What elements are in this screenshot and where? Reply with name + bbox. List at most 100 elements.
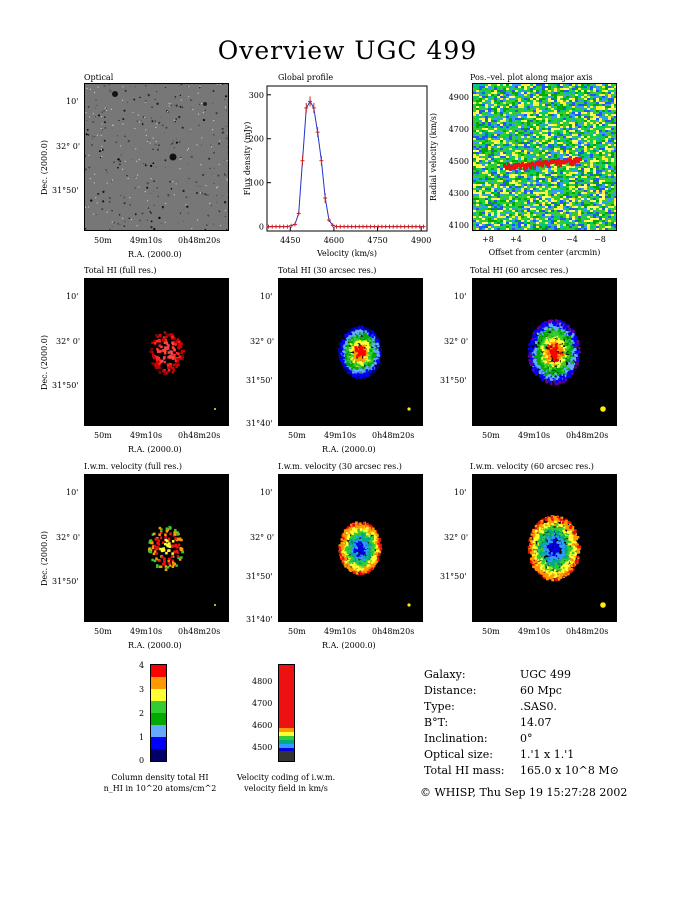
pv-pixel [530,204,533,206]
pv-pixel [551,104,554,106]
pv-pixel [593,196,596,198]
pv-pixel [584,146,587,148]
pv-pixel [593,138,596,140]
pv-pixel [503,118,506,120]
star [175,118,178,121]
pv-pixel [575,134,578,136]
pv-pixel [515,222,518,224]
pv-pixel [557,86,560,88]
pv-pixel [497,86,500,88]
star [97,86,99,88]
pv-x-tick-label: +4 [510,235,522,244]
pv-pixel [515,224,518,226]
pv-pixel [575,188,578,190]
pv-pixel [557,164,560,166]
pv-pixel [584,176,587,178]
pv-pixel [473,98,476,100]
emission-pixel [363,348,367,352]
star [215,187,218,189]
pv-pixel [554,216,557,218]
star [149,192,152,194]
pv-pixel [542,88,545,90]
pv-pixel [530,122,533,124]
emission-pixel [166,333,170,337]
pv-pixel [506,104,509,106]
star [115,141,118,144]
pv-pixel [542,124,545,126]
pv-pixel [479,224,482,226]
pv-pixel [611,156,614,158]
pv-pixel [575,222,578,224]
pv-pixel [476,128,479,130]
pv-pixel [599,168,602,170]
star [148,165,150,166]
star [199,85,201,87]
pv-pixel [593,86,596,88]
pv-pixel [521,112,524,114]
pv-pixel [551,122,554,124]
pv-pixel [614,162,616,164]
pv-pixel [602,210,605,212]
pv-pixel [587,128,590,130]
star [150,212,152,214]
pv-pixel [590,152,593,154]
emission-pixel [364,329,367,333]
pv-pixel [491,126,494,128]
pv-pixel [569,140,572,142]
pv-pixel [554,152,557,154]
pv-pixel [584,126,587,128]
pv-pixel [473,158,476,160]
pv-pixel [593,114,596,116]
pv-pixel [506,120,509,122]
pv-pixel [500,150,503,152]
pv-pixel [524,114,527,116]
star [120,195,122,197]
pv-pixel [473,222,476,224]
pv-pixel [488,202,491,204]
pv-pixel [488,156,491,158]
pv-pixel [548,120,551,122]
pv-pixel [554,198,557,200]
pv-pixel [473,194,476,196]
pv-pixel [560,136,563,138]
pv-pixel [503,168,506,170]
pv-pixel [611,204,614,206]
pv-pixel [575,106,578,108]
pv-pixel [521,92,524,94]
star [200,186,201,187]
pv-pixel [548,212,551,214]
pv-pixel [602,184,605,186]
star [199,103,201,105]
pv-pixel [614,194,616,196]
pv-pixel [599,200,602,202]
pv-pixel [482,190,485,192]
pv-pixel [524,120,527,122]
pv-pixel [521,226,524,228]
pv-pixel [506,204,509,206]
pv-pixel [479,130,482,132]
star [206,224,208,226]
pv-pixel [533,98,536,100]
pv-pixel [605,174,608,176]
pv-pixel [605,212,608,214]
pv-pixel [605,92,608,94]
pv-pixel [479,128,482,130]
pv-pixel [581,84,584,86]
pv-pixel [533,118,536,120]
star [226,84,228,86]
pv-pixel [536,120,539,122]
pv-pixel [545,144,548,146]
star [201,102,203,105]
pv-pixel [494,210,497,212]
pv-pixel [551,222,554,224]
pv-pixel [584,140,587,142]
pv-pixel [584,104,587,106]
emission-pixel [174,357,177,361]
pv-pixel [551,188,554,190]
pv-pixel [539,208,542,210]
pv-pixel [596,132,599,134]
emission-pixel [153,355,157,358]
pv-pixel [509,174,512,176]
pv-pixel [575,154,578,156]
pv-pixel [599,196,602,198]
